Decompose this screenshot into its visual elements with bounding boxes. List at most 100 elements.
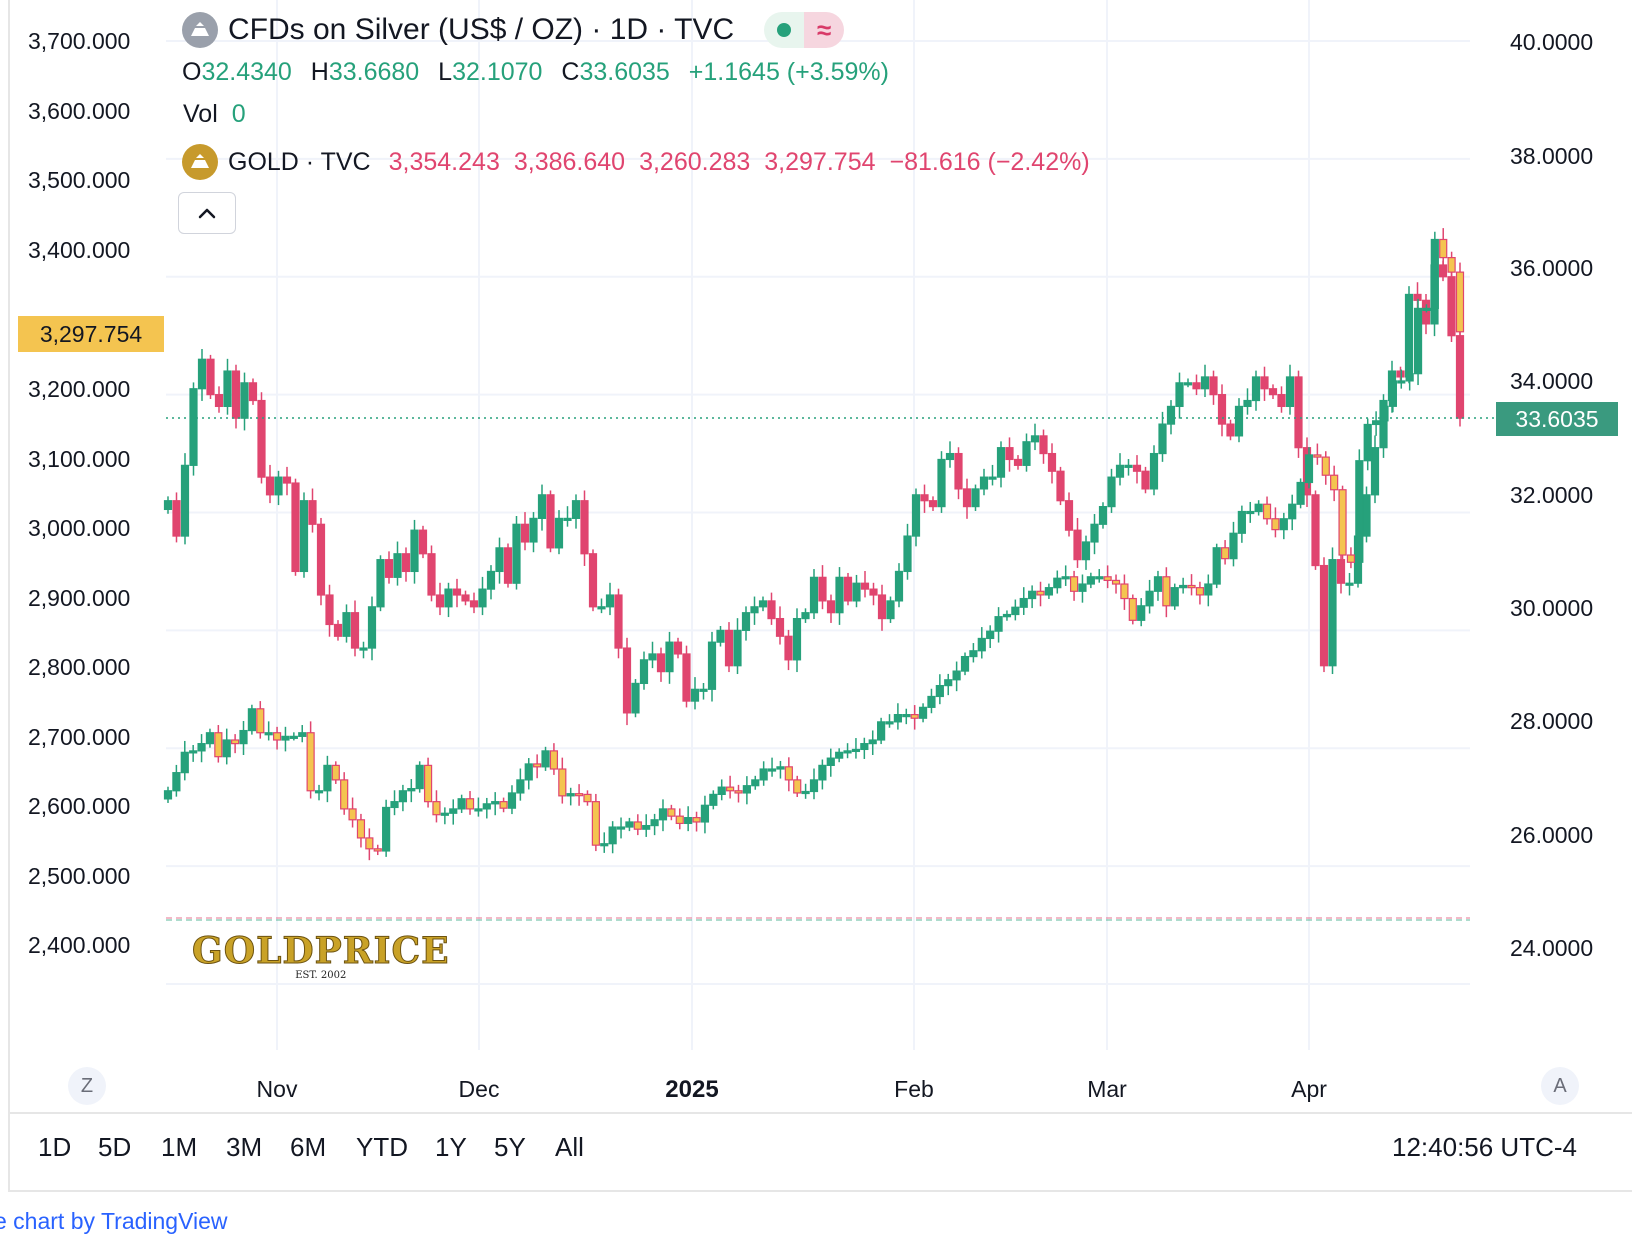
gold-candle-body xyxy=(298,732,307,737)
silver-candle-body xyxy=(1396,370,1405,378)
gold-candle-body xyxy=(197,743,206,752)
gold-candle-body xyxy=(205,732,215,745)
gold-candle-body xyxy=(600,843,609,847)
gold-candle-body xyxy=(759,768,768,781)
high-value: 33.6680 xyxy=(328,58,420,86)
timezone-button[interactable]: Z xyxy=(68,1067,106,1105)
left-axis-label: 2,700.000 xyxy=(28,724,131,750)
silver-candle-body xyxy=(376,559,385,608)
chart-frame xyxy=(8,0,1632,1192)
range-1y-button[interactable]: 1Y xyxy=(435,1132,467,1162)
left-axis-label: 2,600.000 xyxy=(28,793,131,819)
silver-candle-body xyxy=(367,606,377,649)
gold-candle-body xyxy=(348,808,357,821)
silver-candle-body xyxy=(435,594,445,608)
symbol-title: CFDs on Silver (US$ / OZ) · 1D · TVC xyxy=(228,13,735,46)
volume-legend[interactable]: Vol 0 xyxy=(183,100,246,129)
change-value: +1.1645 (+3.59%) xyxy=(688,58,889,86)
range-1d-button[interactable]: 1D xyxy=(38,1132,72,1162)
silver-candle-body xyxy=(1285,376,1295,408)
silver-candle-body xyxy=(537,494,547,519)
gold-candle-body xyxy=(289,735,298,739)
range-1m-button[interactable]: 1M xyxy=(161,1132,198,1162)
gold-candle-body xyxy=(986,630,995,640)
tradingview-attribution-link[interactable]: e chart by TradingView xyxy=(0,1208,228,1234)
gold-candle-body xyxy=(1413,307,1423,375)
x-axis-label: Nov xyxy=(256,1076,298,1102)
silver-candle-body xyxy=(1081,541,1091,561)
gold-candle-body xyxy=(851,748,861,753)
silver-candle-body xyxy=(214,394,224,408)
gold-high: 3,386.640 xyxy=(513,147,626,176)
left-axis-label: 3,500.000 xyxy=(28,167,131,193)
right-axis-label: 38.0000 xyxy=(1510,143,1594,169)
gold-candle-body xyxy=(574,793,584,797)
gold-candle-body xyxy=(231,739,240,745)
gold-candle-body xyxy=(1254,503,1263,513)
price-chart[interactable] xyxy=(0,0,1632,1110)
silver-candle-body xyxy=(333,623,343,637)
clock-timezone[interactable]: 12:40:56 UTC-4 xyxy=(1392,1132,1577,1162)
silver-candle-body xyxy=(1039,435,1048,455)
gold-candle-body xyxy=(323,764,332,792)
gold-candle-body xyxy=(465,798,475,810)
right-axis-label: 36.0000 xyxy=(1510,255,1594,281)
silver-candle-body xyxy=(741,612,751,631)
gold-candle-body xyxy=(256,708,265,734)
silver-candle-body xyxy=(316,523,326,596)
range-6m-button[interactable]: 6M xyxy=(290,1132,327,1162)
gold-candle-body xyxy=(809,779,819,793)
gold-candle-body xyxy=(172,772,181,792)
silver-candle-body xyxy=(325,594,334,626)
gold-candle-body xyxy=(449,808,458,814)
auto-scale-button[interactable]: A xyxy=(1541,1067,1579,1105)
range-all-button[interactable]: All xyxy=(555,1132,584,1162)
delayed-data-icon: ≈ xyxy=(804,12,845,48)
left-axis-label: 2,400.000 xyxy=(28,932,131,958)
symbol-legend-row[interactable]: CFDs on Silver (US$ / OZ) · 1D · TVC ≈ xyxy=(182,12,845,48)
gold-candle-body xyxy=(1170,587,1179,607)
gold-close: 3,297.754 xyxy=(764,147,876,176)
gold-candle-body xyxy=(1036,590,1045,596)
gold-candle-body xyxy=(843,750,852,754)
gold-candle-body xyxy=(541,750,550,768)
gold-candle-body xyxy=(944,679,953,687)
market-status-pill[interactable]: ≈ xyxy=(764,12,845,48)
silver-candle-body xyxy=(265,476,275,496)
gold-candle-body xyxy=(306,732,315,792)
silver-candle-body xyxy=(758,600,768,608)
gold-candle-body xyxy=(1338,489,1347,556)
volume-label: Vol xyxy=(183,100,218,128)
range-5y-button[interactable]: 5Y xyxy=(494,1132,526,1162)
silver-candle-body xyxy=(665,641,674,673)
silver-candle-body xyxy=(648,653,657,661)
gold-low: 3,260.283 xyxy=(639,147,751,176)
silver-candle-body xyxy=(877,594,887,620)
gold-candle-body xyxy=(1011,606,1020,616)
range-3m-button[interactable]: 3M xyxy=(226,1132,263,1162)
silver-candle-body xyxy=(342,612,351,637)
silver-candle-body xyxy=(818,576,827,602)
gold-candle-body xyxy=(1397,380,1406,384)
silver-candle-body xyxy=(189,388,198,466)
gold-candle-body xyxy=(784,766,793,781)
collapse-legend-button[interactable] xyxy=(178,192,236,234)
silver-candle-body xyxy=(529,517,538,543)
low-value: 32.1070 xyxy=(452,58,543,86)
gold-legend-row[interactable]: GOLD · TVC 3,354.243 3,386.640 3,260.283… xyxy=(182,144,1104,180)
gold-candle-body xyxy=(533,763,542,768)
silver-candle-body xyxy=(452,588,462,596)
gold-candle-body xyxy=(650,819,659,827)
x-axis-label: Feb xyxy=(894,1076,934,1102)
silver-candle-body xyxy=(401,553,411,573)
silver-candle-body xyxy=(903,535,912,573)
right-axis-label: 24.0000 xyxy=(1510,935,1594,961)
left-axis-label: 3,600.000 xyxy=(28,98,131,124)
range-5d-button[interactable]: 5D xyxy=(98,1132,132,1162)
silver-candle-body xyxy=(962,488,972,508)
silver-candle-body xyxy=(1370,447,1380,496)
gold-candles xyxy=(163,228,1465,861)
gold-candle-body xyxy=(1405,373,1414,382)
range-ytd-button[interactable]: YTD xyxy=(356,1132,408,1162)
gold-candle-body xyxy=(340,779,349,810)
